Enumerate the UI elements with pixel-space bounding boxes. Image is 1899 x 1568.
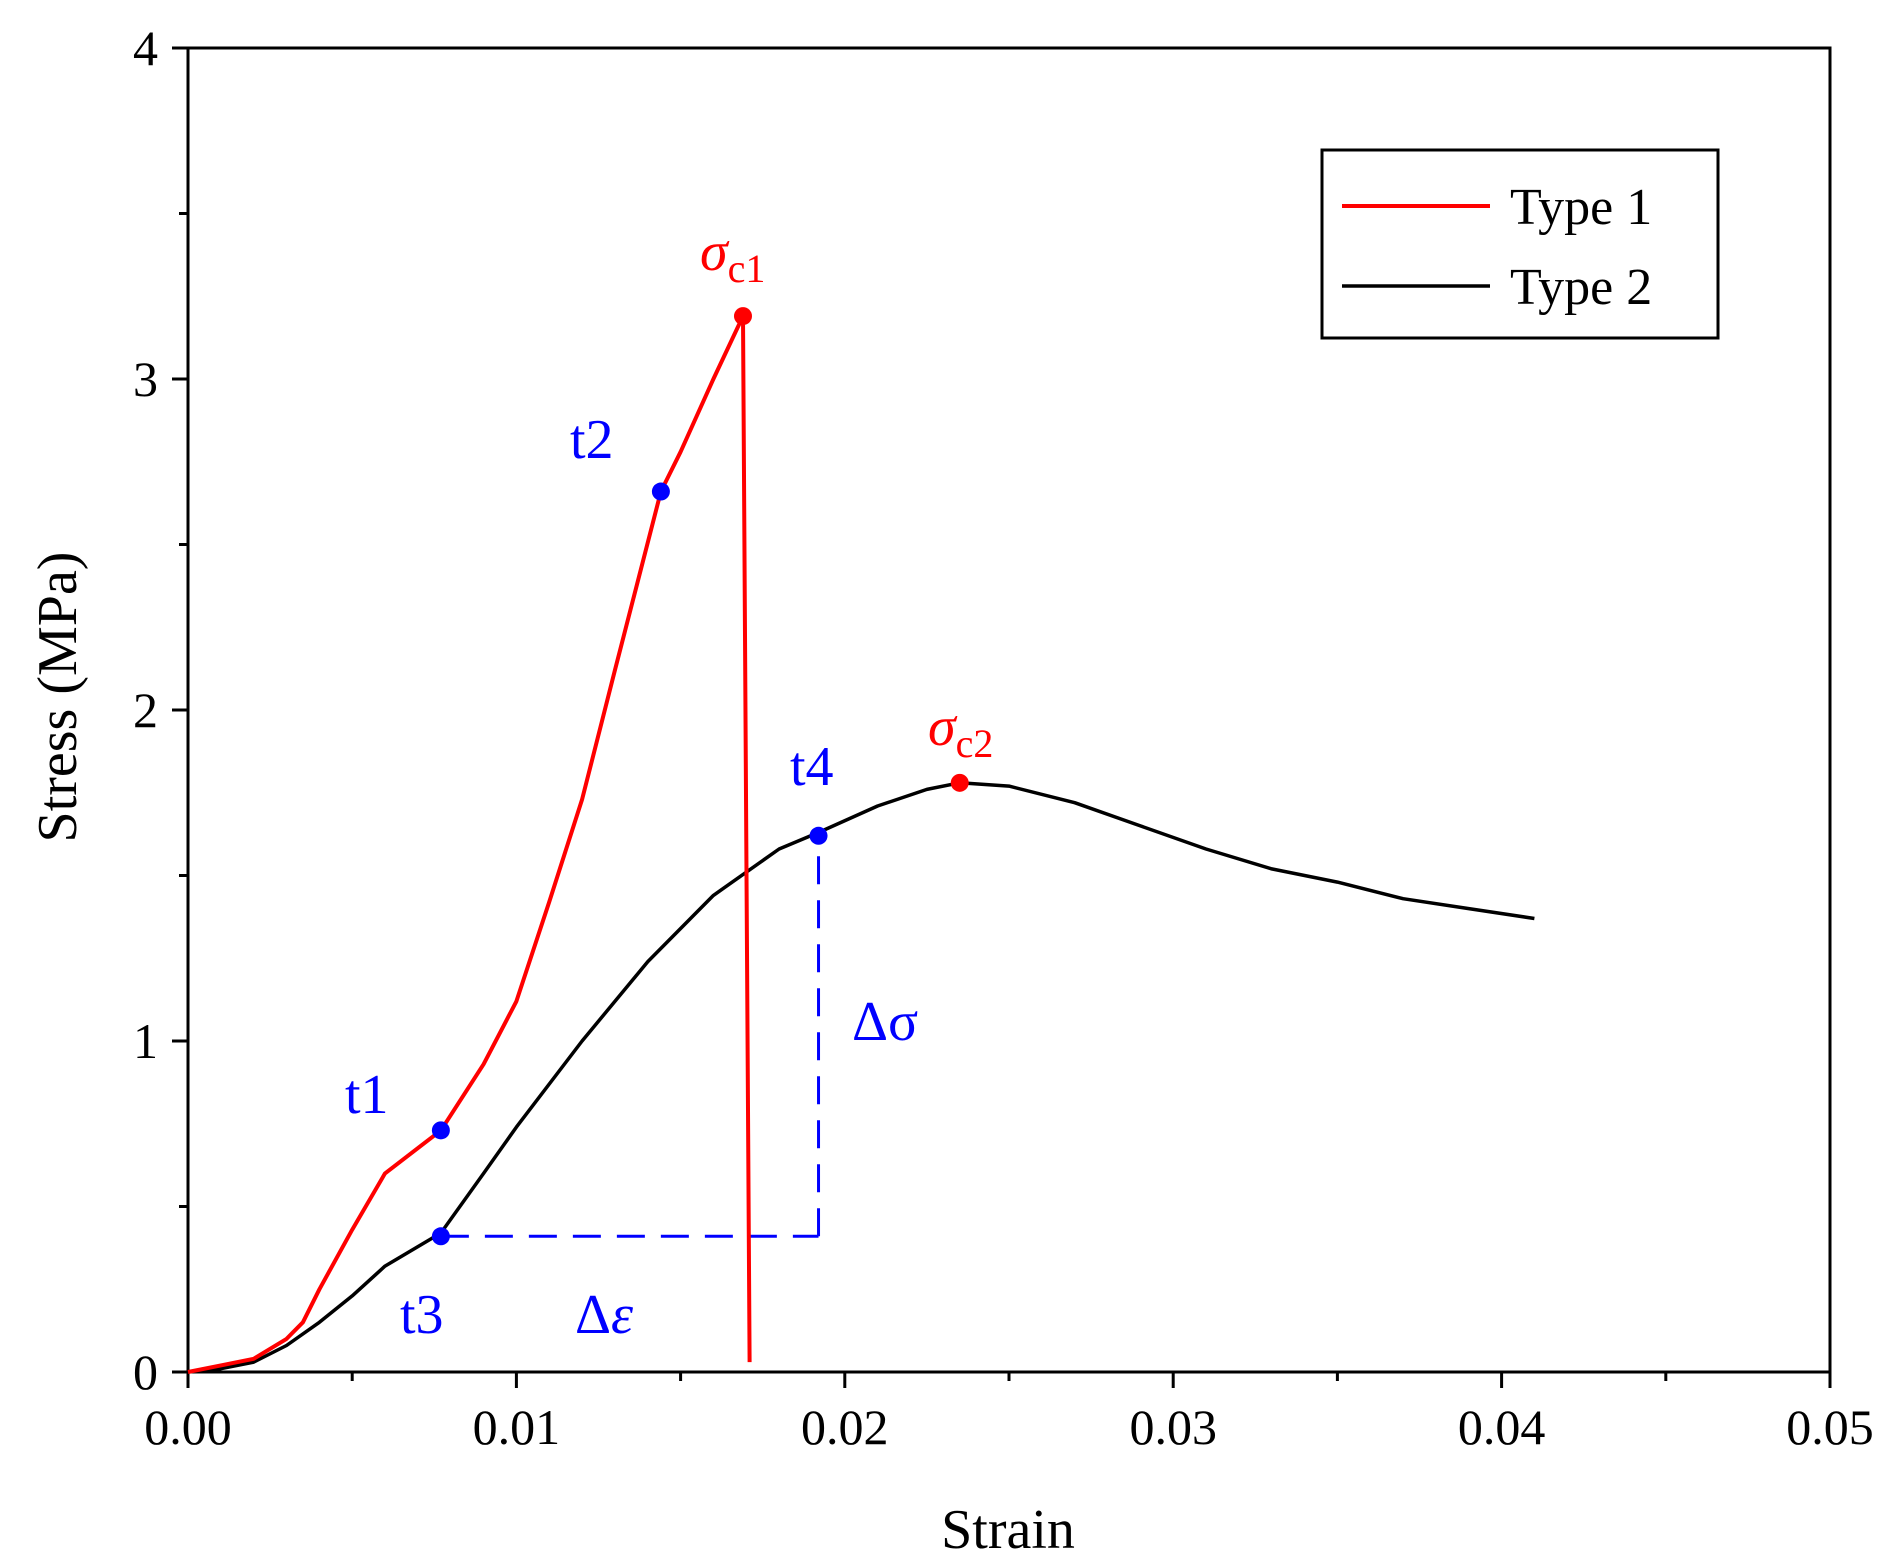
y-tick-label: 4: [133, 20, 158, 76]
legend-label-type-2: Type 2: [1510, 259, 1652, 316]
x-tick-label: 0.02: [801, 1399, 889, 1455]
x-axis-title: Strain: [941, 1499, 1075, 1561]
label-sigma-c2: σc2: [928, 696, 993, 766]
x-tick-label: 0.04: [1458, 1399, 1546, 1455]
label-sigma-c1: σc1: [700, 221, 765, 291]
series-type-2-line: [187, 781, 1535, 1374]
marker-t2: [651, 482, 670, 501]
y-tick-label: 2: [133, 682, 158, 738]
label-t2: t2: [570, 409, 614, 471]
y-axis-title: Stress (MPa): [27, 552, 89, 843]
label-t3: t3: [400, 1284, 444, 1346]
y-tick-label: 0: [133, 1344, 158, 1400]
sigma-c1-subscript: c1: [728, 246, 766, 291]
x-tick-label: 0.03: [1129, 1399, 1217, 1455]
x-axis-ticks: 0.00 0.01 0.02 0.03 0.04 0.05: [144, 1372, 1874, 1455]
label-delta-sigma: Δσ: [852, 991, 918, 1053]
marker-t1: [431, 1121, 450, 1140]
delta-epsilon-var: ε: [611, 1284, 634, 1346]
marker-sigma-c2: [950, 773, 969, 792]
series-type-1-line: [187, 314, 752, 1374]
delta-epsilon-delta: Δ: [575, 1284, 611, 1346]
legend-box: [1320, 148, 1720, 340]
label-t4: t4: [790, 736, 834, 798]
legend-label-type-1: Type 1: [1510, 179, 1652, 236]
label-delta-epsilon: Δε: [575, 1284, 634, 1346]
x-tick-label: 0.00: [144, 1399, 232, 1455]
y-axis-ticks: 0 1 2 3 4: [133, 20, 188, 1400]
x-tick-label: 0.01: [473, 1399, 561, 1455]
sigma-c1-symbol: σ: [700, 221, 730, 283]
legend: Type 1 Type 2: [1320, 148, 1720, 340]
marker-t4: [809, 826, 828, 845]
label-t1: t1: [345, 1064, 389, 1126]
sigma-c2-subscript: c2: [956, 721, 994, 766]
marker-sigma-c1: [733, 307, 752, 326]
y-tick-label: 3: [133, 351, 158, 407]
x-tick-label: 0.05: [1786, 1399, 1874, 1455]
marker-t3: [431, 1227, 450, 1246]
sigma-c2-symbol: σ: [928, 696, 958, 758]
y-tick-label: 1: [133, 1013, 158, 1069]
